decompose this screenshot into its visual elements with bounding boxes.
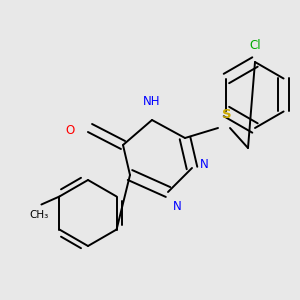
Text: N: N bbox=[200, 158, 209, 172]
Text: S: S bbox=[222, 108, 232, 121]
Text: O: O bbox=[66, 124, 75, 136]
Text: Cl: Cl bbox=[249, 39, 261, 52]
Text: N: N bbox=[173, 200, 182, 213]
Text: CH₃: CH₃ bbox=[30, 211, 49, 220]
Text: NH: NH bbox=[143, 95, 161, 108]
